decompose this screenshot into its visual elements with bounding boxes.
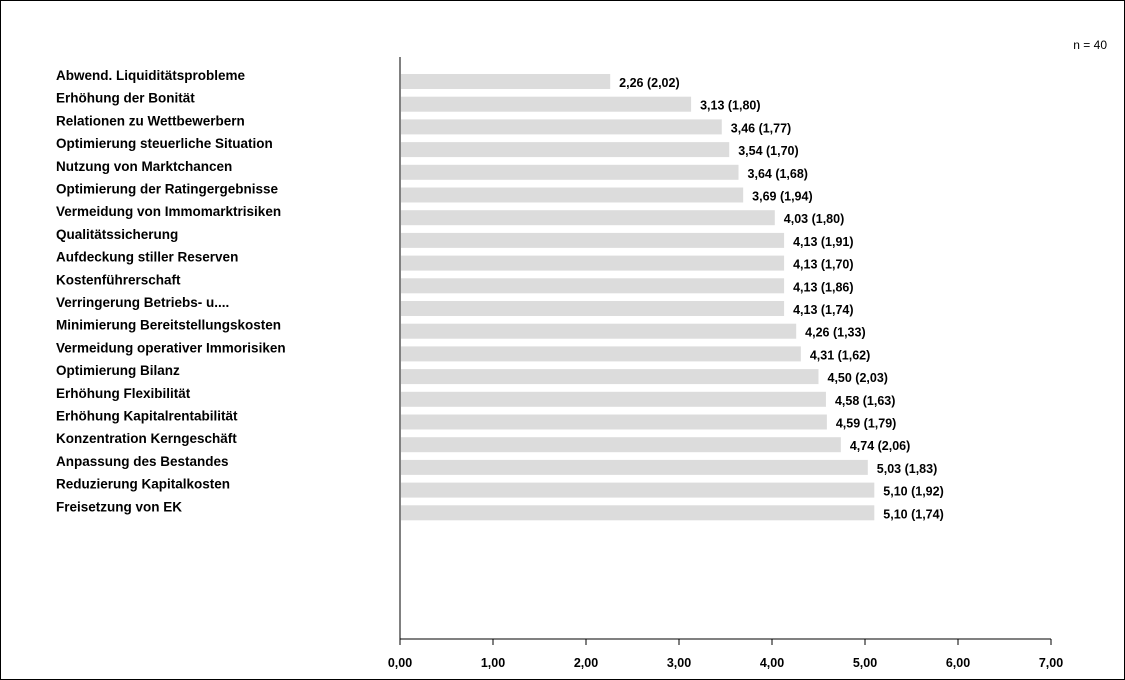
- data-label: 4,13 (1,91): [793, 235, 853, 249]
- bar: [401, 255, 785, 271]
- sample-size-label: n = 40: [1073, 38, 1107, 52]
- bar: [401, 96, 692, 112]
- data-label: 5,10 (1,92): [883, 485, 943, 499]
- bar: [401, 187, 744, 203]
- x-tick-label: 1,00: [481, 656, 505, 670]
- bar: [401, 482, 875, 498]
- category-label: Konzentration Kerngeschäft: [56, 431, 237, 446]
- category-label: Anpassung des Bestandes: [56, 454, 229, 469]
- data-label: 5,03 (1,83): [877, 462, 937, 476]
- data-label: 4,59 (1,79): [836, 417, 896, 431]
- category-label: Erhöhung der Bonität: [56, 91, 195, 106]
- category-label: Freisetzung von EK: [56, 499, 182, 514]
- data-label: 3,54 (1,70): [738, 144, 798, 158]
- category-label: Nutzung von Marktchancen: [56, 159, 232, 174]
- category-label: Optimierung steuerliche Situation: [56, 136, 273, 151]
- category-label: Erhöhung Flexibilität: [56, 386, 191, 401]
- x-tick-label: 3,00: [667, 656, 691, 670]
- bar: [401, 437, 841, 453]
- category-label: Optimierung Bilanz: [56, 363, 180, 378]
- category-label: Abwend. Liquiditätsprobleme: [56, 68, 245, 83]
- bar: [401, 142, 730, 158]
- x-tick-label: 0,00: [388, 656, 412, 670]
- data-label: 4,13 (1,86): [793, 280, 853, 294]
- category-label: Kostenführerschaft: [56, 272, 181, 287]
- bar: [401, 414, 827, 430]
- x-tick-label: 2,00: [574, 656, 598, 670]
- data-label: 4,50 (2,03): [828, 371, 888, 385]
- x-tick-label: 6,00: [946, 656, 970, 670]
- bars-group: [401, 74, 875, 521]
- bar: [401, 391, 826, 407]
- data-label: 4,13 (1,74): [793, 303, 853, 317]
- bar: [401, 346, 801, 362]
- bar: [401, 505, 875, 521]
- bar: [401, 459, 868, 475]
- data-label: 5,10 (1,74): [883, 507, 943, 521]
- category-label: Erhöhung Kapitalrentabilität: [56, 409, 238, 424]
- axes: 0,00 1,00 2,00 3,00 4,00 5,00 6,00 7,00: [388, 57, 1063, 670]
- bar: [401, 164, 739, 180]
- data-label: 3,64 (1,68): [748, 167, 808, 181]
- x-tick-label: 7,00: [1039, 656, 1063, 670]
- data-label: 3,46 (1,77): [731, 121, 791, 135]
- bar: [401, 119, 722, 135]
- category-label: Minimierung Bereitstellungskosten: [56, 318, 281, 333]
- bar: [401, 278, 785, 294]
- x-tick-label: 4,00: [760, 656, 784, 670]
- category-label: Aufdeckung stiller Reserven: [56, 250, 238, 265]
- bar: [401, 210, 775, 226]
- x-tick-label: 5,00: [853, 656, 877, 670]
- category-labels: Abwend. Liquiditätsprobleme Erhöhung der …: [56, 68, 286, 514]
- data-label: 2,26 (2,02): [619, 76, 679, 90]
- bar: [401, 232, 785, 248]
- bar: [401, 369, 819, 385]
- data-label: 3,13 (1,80): [700, 99, 760, 113]
- data-label: 4,31 (1,62): [810, 348, 870, 362]
- bar: [401, 301, 785, 316]
- data-label: 4,74 (2,06): [850, 439, 910, 453]
- category-label: Vermeidung von Immomarktrisiken: [56, 204, 281, 219]
- category-label: Vermeidung operativer Immorisiken: [56, 340, 286, 355]
- bar: [401, 74, 611, 89]
- category-label: Reduzierung Kapitalkosten: [56, 477, 230, 492]
- bar: [401, 323, 797, 339]
- data-label: 4,58 (1,63): [835, 394, 895, 408]
- data-label: 4,26 (1,33): [805, 326, 865, 340]
- category-label: Optimierung der Ratingergebnisse: [56, 182, 279, 197]
- data-label: 4,13 (1,70): [793, 258, 853, 272]
- data-labels: 2,26 (2,02) 3,13 (1,80) 3,46 (1,77) 3,54 (1…: [619, 76, 944, 521]
- category-label: Verringerung Betriebs- u....: [56, 295, 229, 310]
- data-label: 4,03 (1,80): [784, 212, 844, 226]
- category-label: Qualitätssicherung: [56, 227, 178, 242]
- category-label: Relationen zu Wettbewerbern: [56, 113, 245, 128]
- data-label: 3,69 (1,94): [752, 190, 812, 204]
